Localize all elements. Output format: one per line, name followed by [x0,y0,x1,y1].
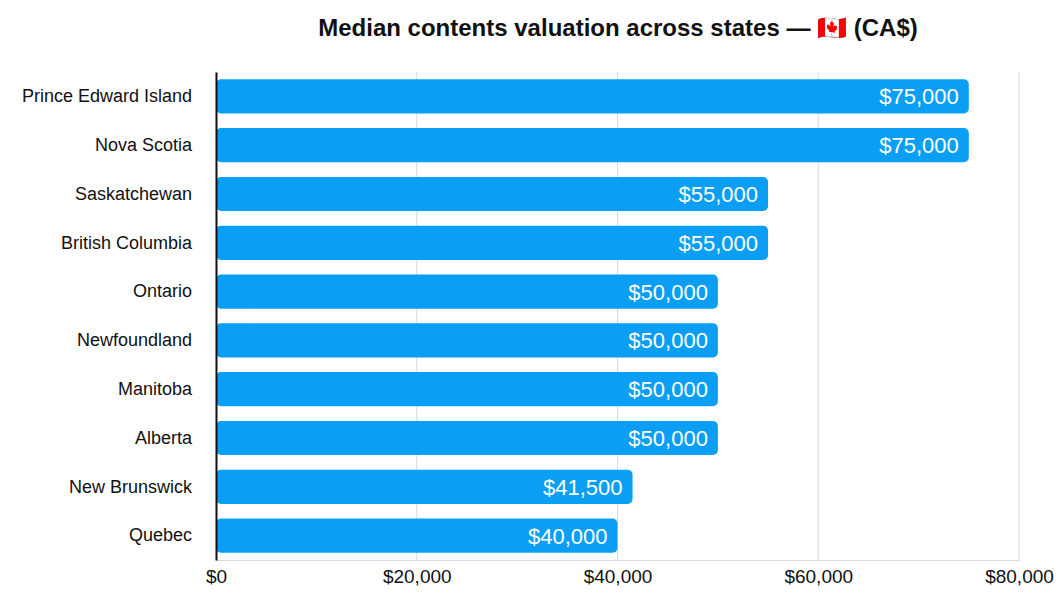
grid-line [1019,72,1020,560]
y-axis-line [216,73,218,561]
y-tick-label: Ontario [133,281,192,301]
x-tick-label: $60,000 [784,566,853,587]
chart-svg: Median contents valuation across states … [0,0,1064,596]
x-axis: $0 $20,000 $40,000 $60,000 $80,000 [206,560,1054,587]
y-tick-label: Alberta [135,428,193,448]
x-axis-line [217,560,1020,561]
x-tick-label: $40,000 [584,566,653,587]
y-tick-label: Prince Edward Island [22,86,192,106]
chart-title: Median contents valuation across states … [318,14,917,41]
x-tick-label: $20,000 [383,566,452,587]
y-tick: Nova Scotia [95,135,216,155]
y-tick: British Columbia [61,233,216,253]
bars [216,79,969,552]
grid-line [216,72,217,560]
y-tick: Prince Edward Island [22,86,216,106]
bar [216,323,718,357]
bar [216,79,969,113]
y-axis: Prince Edward Island Nova Scotia Saskatche… [22,73,217,561]
y-tick: Ontario [133,281,216,301]
bar [216,519,618,553]
data-label: $75,000 [879,84,959,109]
x-tick-label: $80,000 [985,566,1054,587]
y-tick-label: Nova Scotia [95,135,193,155]
y-tick: Newfoundland [77,330,216,350]
x-tick: $60,000 [784,560,853,587]
chart-container: Median contents valuation across states … [0,0,1064,596]
data-label: $55,000 [679,231,759,256]
y-tick-label: Newfoundland [77,330,192,350]
data-label: $50,000 [628,426,708,451]
y-tick: Manitoba [118,379,216,399]
data-label: $41,500 [543,475,623,500]
data-label: $75,000 [879,133,959,158]
bar [216,226,768,260]
x-tick: $0 [206,560,227,587]
bar [216,128,969,162]
data-labels: $75,000 $75,000 $55,000 $55,000 $50,000 $50,0… [528,84,959,548]
bar [216,372,718,406]
bar [216,177,768,211]
y-tick-label: Manitoba [118,379,193,399]
y-tick: Alberta [135,428,216,448]
x-tick: $20,000 [383,560,452,587]
y-tick-label: Saskatchewan [75,184,192,204]
bar [216,275,718,309]
bar [216,421,718,455]
data-label: $50,000 [628,280,708,305]
x-tick-label: $0 [206,566,227,587]
y-tick: Saskatchewan [75,184,216,204]
x-tick: $80,000 [985,560,1054,587]
y-tick: New Brunswick [69,477,216,497]
grid [216,72,1019,560]
y-tick-label: New Brunswick [69,477,193,497]
data-label: $40,000 [528,524,608,549]
data-label: $50,000 [628,328,708,353]
x-tick: $40,000 [584,560,653,587]
bar [216,470,633,504]
y-tick-label: Quebec [129,525,192,545]
data-label: $50,000 [628,377,708,402]
data-label: $55,000 [679,182,759,207]
y-tick: Quebec [129,525,216,545]
y-tick-label: British Columbia [61,233,193,253]
